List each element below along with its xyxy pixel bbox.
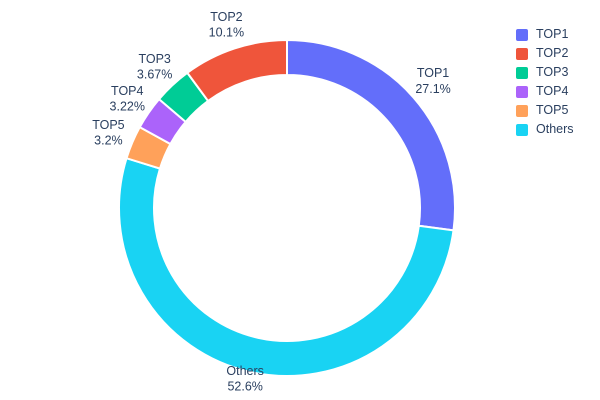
legend-label: TOP5: [536, 103, 569, 117]
slice-label-top1: TOP1 27.1%: [415, 66, 450, 96]
legend-swatch-others: [516, 123, 528, 136]
legend-swatch-top3: [516, 66, 528, 79]
legend-item-top3[interactable]: TOP3: [516, 66, 574, 79]
slice-label-top2: TOP2 10.1%: [209, 10, 244, 40]
legend-label: TOP1: [536, 27, 569, 41]
legend-item-top2[interactable]: TOP2: [516, 47, 574, 60]
legend-item-top4[interactable]: TOP4: [516, 85, 574, 98]
slice-label-others: Others 52.6%: [226, 364, 264, 394]
legend-swatch-top1: [516, 28, 528, 41]
slice-label-top4: TOP4 3.22%: [110, 84, 145, 114]
legend-swatch-top4: [516, 85, 528, 98]
legend-swatch-top5: [516, 104, 528, 117]
slice-label-top3: TOP3 3.67%: [137, 52, 172, 82]
legend-label: Others: [536, 122, 574, 136]
legend-label: TOP4: [536, 84, 569, 98]
slice-label-top5: TOP5 3.2%: [92, 118, 124, 148]
legend-item-top5[interactable]: TOP5: [516, 104, 574, 117]
legend-item-others[interactable]: Others: [516, 123, 574, 136]
legend-label: TOP2: [536, 46, 569, 60]
pie-slice-top2[interactable]: [185, 38, 288, 103]
donut-slice-labels: TOP1 27.1%Others 52.6%TOP5 3.2%TOP4 3.22%TOP…: [92, 10, 451, 394]
legend-swatch-top2: [516, 47, 528, 60]
donut-slices: [118, 38, 456, 377]
legend-label: TOP3: [536, 65, 569, 79]
legend-item-top1[interactable]: TOP1: [516, 28, 574, 41]
pie-slice-others[interactable]: [118, 156, 455, 377]
legend: TOP1 TOP2 TOP3 TOP4 TOP5 Others: [516, 28, 574, 136]
